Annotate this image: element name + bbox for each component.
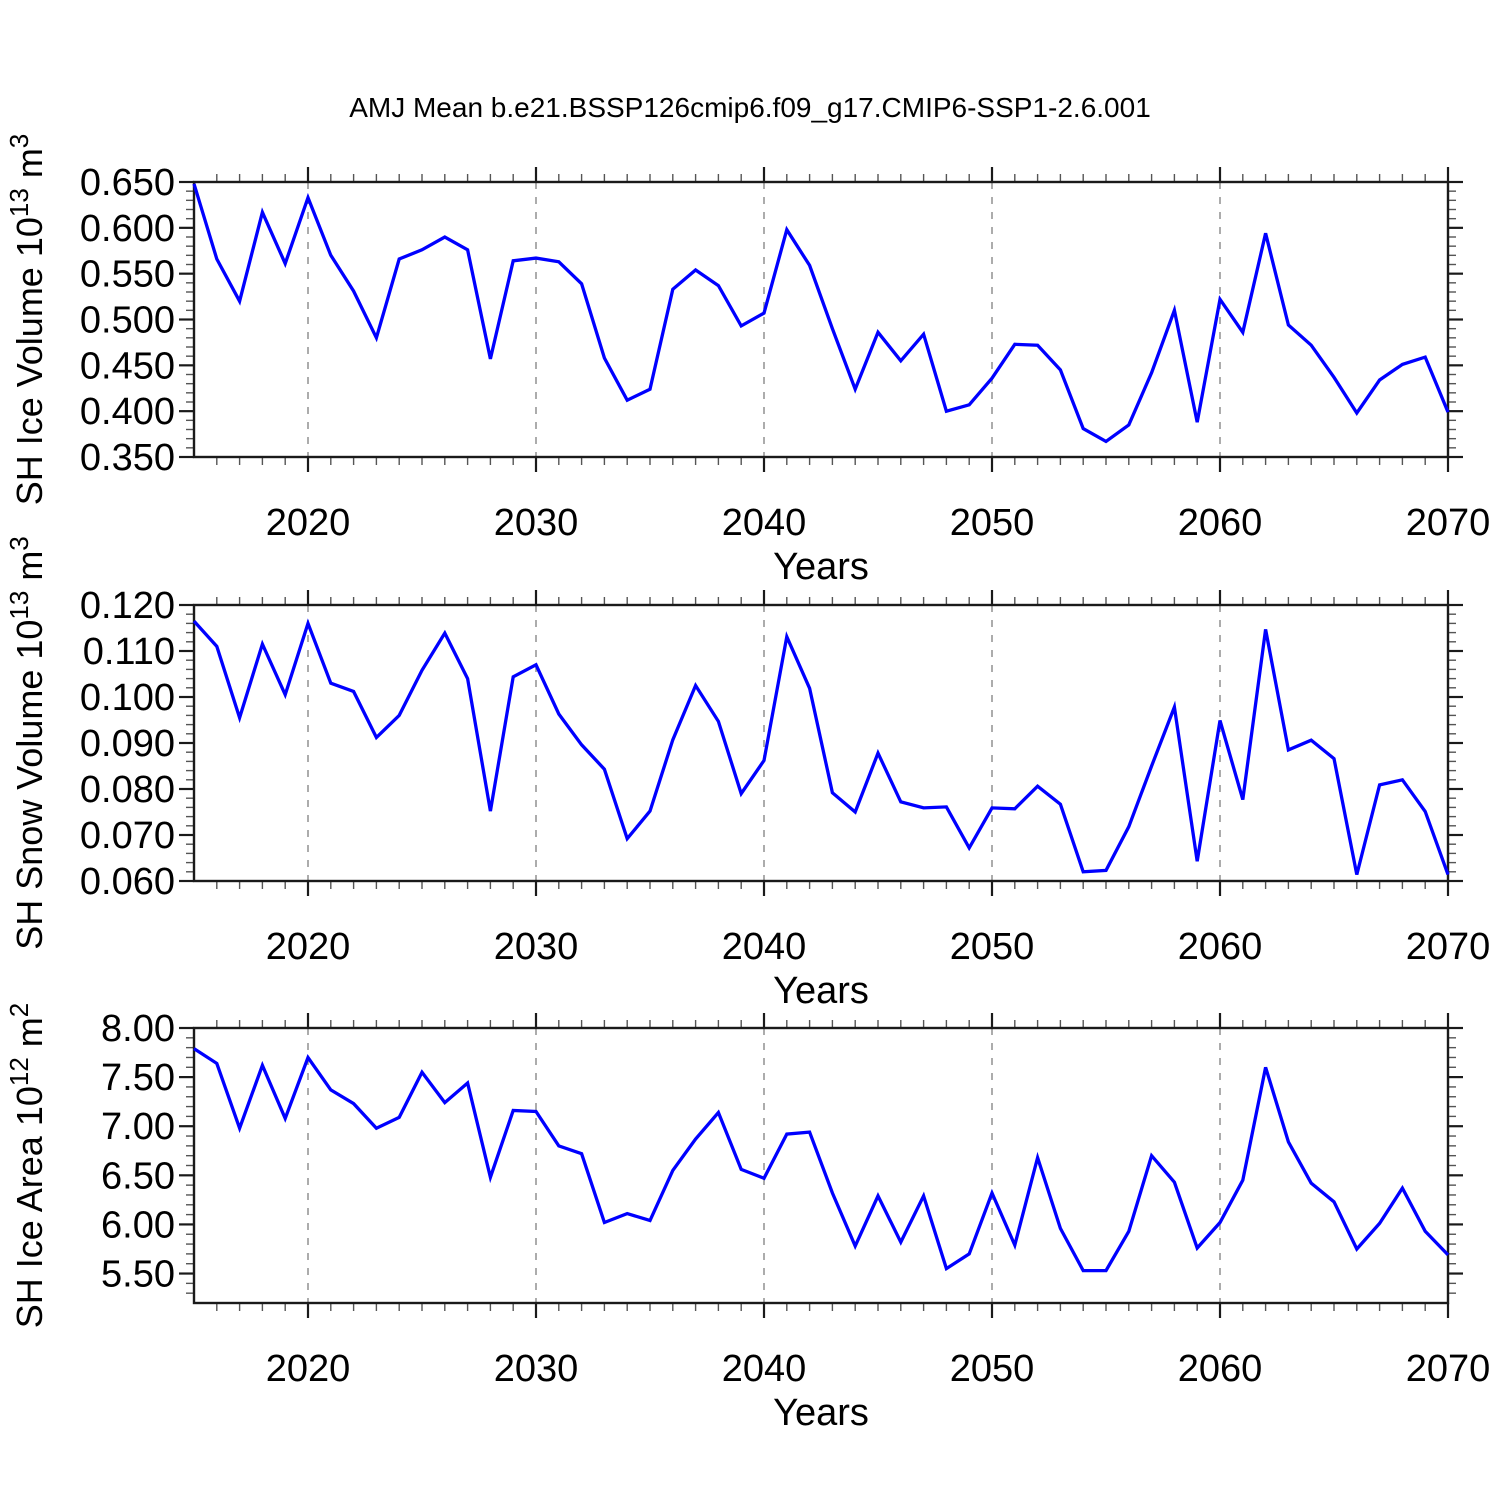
y-tick-label: 7.50	[101, 1057, 175, 1099]
y-tick-label: 7.00	[101, 1106, 175, 1148]
panel-1: 2020 2030 2040 2050 2060 20700.6500.6000.5500…	[4, 134, 1490, 588]
y-tick-label: 0.350	[80, 437, 175, 479]
y-tick-label: 0.650	[80, 162, 175, 204]
x-tick-label: 2030	[494, 1348, 579, 1390]
plot-frame	[192, 180, 1450, 459]
panel-2: 2020 2030 2040 2050 2060 20700.1200.1100.1000…	[4, 536, 1490, 1012]
y-tick-label: 0.090	[80, 723, 175, 765]
y-tick-label: 0.100	[80, 677, 175, 719]
panel-3: 2020 2030 2040 2050 2060 2070 8.00 7.50 7.00 6.50…	[4, 1003, 1490, 1434]
series-line-sh-snow-volume	[192, 618, 1450, 876]
series-line-sh-ice-area	[193, 1047, 1450, 1273]
y-axis-title: SH Ice Volume 1013 m3	[4, 134, 50, 506]
y-axis-title-sup1: 13	[4, 188, 34, 217]
y-tick-label: 6.00	[101, 1204, 175, 1246]
x-axis-title: Years	[773, 1392, 869, 1434]
y-axis-title-sup1: 13	[4, 591, 34, 620]
y-axis-title-base1: SH Ice Volume 10	[9, 217, 50, 505]
plot-frame	[192, 603, 1450, 883]
x-tick-label: 2060	[1178, 926, 1263, 968]
x-tick-label: 2020	[266, 926, 351, 968]
x-tick-label: 2060	[1178, 1348, 1263, 1390]
x-tick-label: 2040	[722, 926, 807, 968]
x-tick-label: 2030	[494, 926, 579, 968]
y-axis-title-base1: SH Ice Area 10	[9, 1086, 50, 1328]
x-tick-label: 2050	[950, 502, 1035, 544]
y-tick-label: 0.070	[80, 815, 175, 857]
x-tick-label: 2070	[1406, 502, 1491, 544]
y-axis-title-sup2: 2	[4, 1003, 34, 1017]
y-tick-label: 6.50	[101, 1155, 175, 1197]
y-tick-label: 5.50	[101, 1254, 175, 1296]
x-tick-label: 2040	[722, 502, 807, 544]
y-axis-title-sup2: 3	[4, 536, 34, 550]
y-axis-title-base2: m	[9, 148, 50, 188]
y-tick-label: 0.110	[83, 631, 175, 673]
y-tick-label: 0.400	[80, 391, 175, 433]
x-axis-title: Years	[773, 546, 869, 588]
x-axis-title: Years	[773, 970, 869, 1012]
x-tick-label: 2020	[266, 502, 351, 544]
y-axis-title: SH Snow Volume 1013 m3	[4, 536, 50, 950]
plot-frame	[192, 1026, 1450, 1305]
y-axis-title-base2: m	[9, 1017, 50, 1057]
page-title: AMJ Mean b.e21.BSSP126cmip6.f09_g17.CMIP…	[349, 92, 1151, 123]
y-tick-label: 0.600	[80, 208, 175, 250]
y-tick-label: 0.080	[80, 769, 175, 811]
x-tick-label: 2020	[266, 1348, 351, 1390]
x-tick-label: 2070	[1406, 1348, 1491, 1390]
x-tick-label: 2040	[722, 1348, 807, 1390]
x-tick-label: 2050	[950, 1348, 1035, 1390]
y-axis-title-base2: m	[9, 551, 50, 591]
y-tick-label: 0.450	[80, 345, 175, 387]
y-tick-label: 0.500	[80, 300, 175, 342]
y-tick-label: 8.00	[101, 1008, 175, 1050]
y-axis-title-sup1: 12	[4, 1057, 34, 1086]
y-axis-title: SH Ice Area 1012 m2	[4, 1003, 50, 1329]
x-tick-label: 2070	[1406, 926, 1491, 968]
y-axis-title-base1: SH Snow Volume 10	[9, 620, 50, 950]
x-tick-label: 2060	[1178, 502, 1263, 544]
series-line-sh-ice-volume	[192, 183, 1450, 444]
x-tick-label: 2050	[950, 926, 1035, 968]
y-tick-label: 0.120	[80, 585, 175, 627]
y-tick-label: 0.060	[80, 861, 175, 903]
y-tick-label: 0.550	[80, 254, 175, 296]
x-tick-label: 2030	[494, 502, 579, 544]
y-axis-title-sup2: 3	[4, 134, 34, 148]
